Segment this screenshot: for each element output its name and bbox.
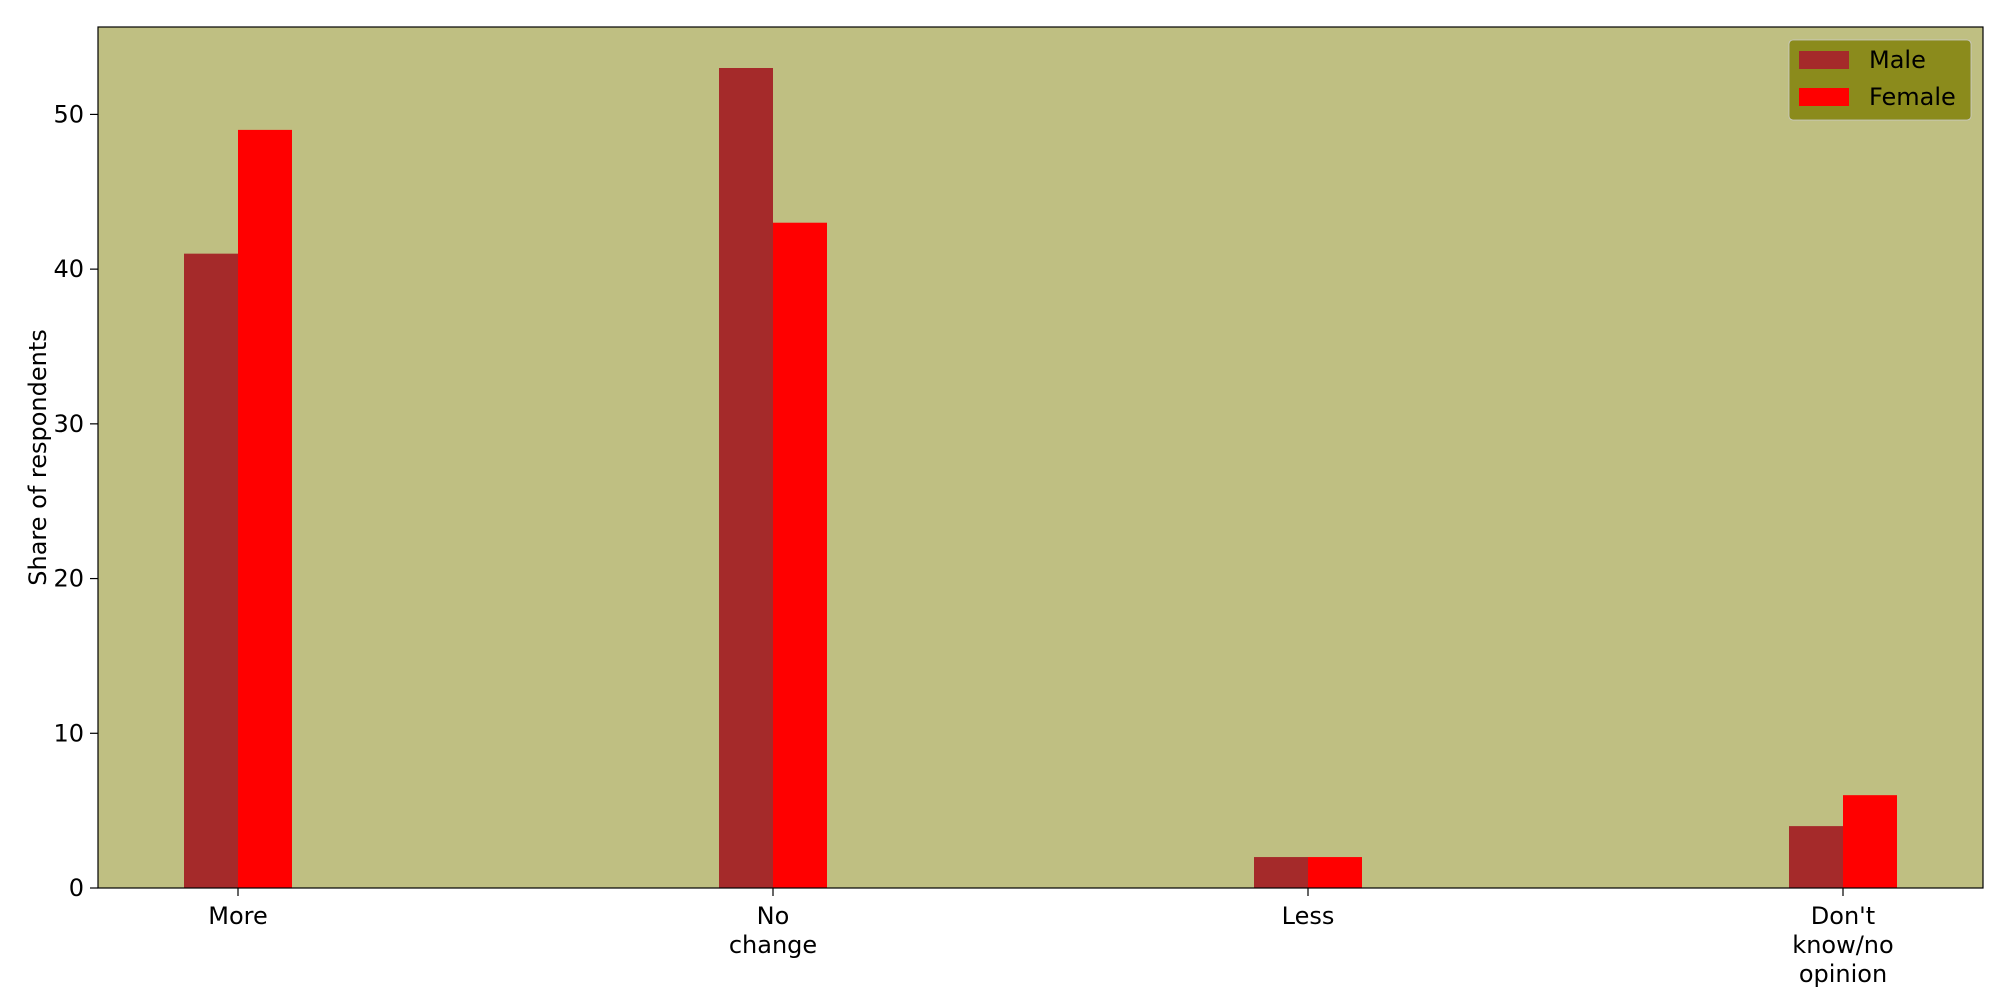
- x-tick-label: More: [208, 902, 268, 930]
- legend-swatch-female: [1799, 88, 1849, 106]
- y-tick-label: 20: [53, 565, 84, 593]
- bar-female-0: [238, 129, 292, 889]
- x-tick-label: Don't know/no opinion: [1792, 902, 1893, 988]
- y-tick-label: 10: [53, 719, 84, 747]
- legend: Male Female: [1788, 39, 1972, 121]
- x-axis: More No change Less Don't know/no opinion: [208, 888, 1894, 988]
- x-tick-label-line: change: [729, 931, 817, 959]
- bar-female-3: [1843, 795, 1897, 888]
- bar-male-3: [1789, 826, 1843, 888]
- plot-area: [98, 27, 1983, 888]
- y-axis-label: Share of respondents: [24, 329, 52, 586]
- x-tick-label-line: No: [757, 902, 790, 930]
- y-tick-label: 30: [53, 410, 84, 438]
- y-axis: 0 10 20 30 40 50: [53, 100, 98, 902]
- bar-female-2: [1308, 857, 1362, 888]
- x-tick-label-line: More: [208, 902, 268, 930]
- x-tick-label-line: know/no: [1792, 931, 1893, 959]
- plot-frame: [97, 26, 1984, 889]
- y-tick-label: 0: [69, 874, 84, 902]
- x-tick-label-line: opinion: [1799, 960, 1887, 988]
- bars-layer: [184, 68, 1897, 889]
- bar-male-1: [719, 68, 773, 888]
- bar-male-0: [184, 253, 238, 888]
- x-tick-label: Less: [1282, 902, 1335, 930]
- x-tick-label: No change: [729, 902, 817, 959]
- x-tick-label-line: Less: [1282, 902, 1335, 930]
- legend-label-male: Male: [1869, 46, 1926, 74]
- x-tick-label-line: Don't: [1811, 902, 1875, 930]
- legend-label-female: Female: [1869, 83, 1956, 111]
- bar-male-2: [1254, 857, 1308, 888]
- legend-swatch-male: [1799, 51, 1849, 69]
- y-tick-label: 50: [53, 100, 84, 128]
- bar-female-1: [773, 222, 827, 888]
- y-tick-label: 40: [53, 255, 84, 283]
